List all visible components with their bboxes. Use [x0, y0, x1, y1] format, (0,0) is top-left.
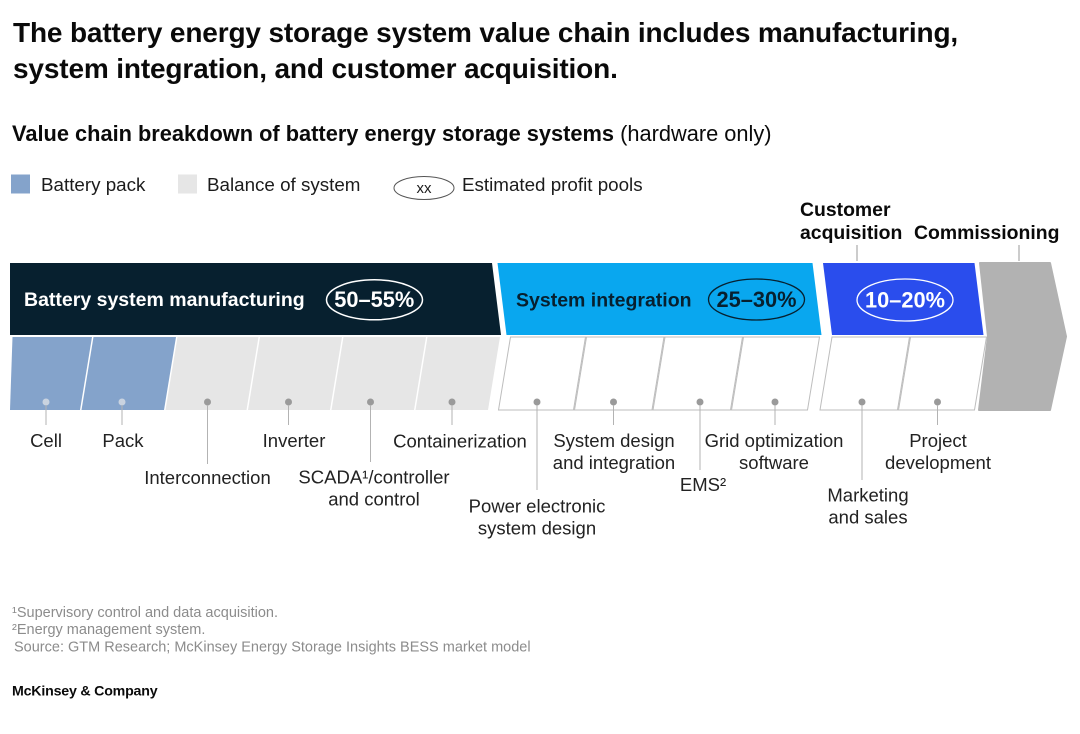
svg-text:²Energy management system.: ²Energy management system.: [12, 622, 205, 638]
svg-text:McKinsey & Company: McKinsey & Company: [12, 684, 158, 700]
svg-text:xx: xx: [417, 180, 433, 197]
svg-text:Pack: Pack: [102, 430, 144, 451]
svg-text:Project: Project: [909, 430, 967, 451]
svg-text:System design: System design: [553, 430, 674, 451]
svg-text:and sales: and sales: [828, 507, 907, 528]
svg-text:software: software: [739, 452, 809, 473]
svg-text:Marketing: Marketing: [827, 485, 908, 506]
svg-text:25–30%: 25–30%: [717, 287, 797, 312]
svg-text:system integration, and custom: system integration, and customer acquisi…: [13, 53, 618, 84]
svg-text:Inverter: Inverter: [263, 430, 326, 451]
svg-text:¹Supervisory control and data: ¹Supervisory control and data acquisitio…: [12, 605, 278, 621]
svg-text:Battery pack: Battery pack: [41, 174, 146, 195]
svg-text:Grid optimization: Grid optimization: [705, 430, 844, 451]
svg-text:development: development: [885, 452, 991, 473]
svg-text:acquisition: acquisition: [800, 222, 902, 244]
svg-text:Estimated profit pools: Estimated profit pools: [462, 174, 643, 195]
svg-text:Power electronic: Power electronic: [469, 496, 606, 517]
svg-text:Value chain breakdown of batte: Value chain breakdown of battery energy …: [12, 121, 772, 146]
svg-text:Battery system manufacturing: Battery system manufacturing: [24, 289, 305, 311]
svg-text:50–55%: 50–55%: [334, 287, 414, 312]
svg-text:Interconnection: Interconnection: [144, 467, 271, 488]
svg-text:Source: GTM Research; McKinsey: Source: GTM Research; McKinsey Energy St…: [14, 640, 531, 656]
svg-text:system design: system design: [478, 518, 596, 539]
svg-text:Cell: Cell: [30, 430, 62, 451]
svg-text:and integration: and integration: [553, 452, 675, 473]
svg-text:Customer: Customer: [800, 199, 891, 221]
svg-text:Containerization: Containerization: [393, 431, 527, 452]
svg-text:EMS²: EMS²: [680, 474, 726, 495]
svg-text:The battery energy storage sys: The battery energy storage system value …: [13, 17, 958, 48]
svg-text:10–20%: 10–20%: [865, 288, 945, 313]
svg-text:Balance of system: Balance of system: [207, 174, 360, 195]
svg-text:SCADA¹/controller: SCADA¹/controller: [298, 467, 449, 488]
svg-text:System integration: System integration: [516, 290, 692, 312]
svg-text:Commissioning: Commissioning: [914, 222, 1059, 244]
svg-text:and control: and control: [328, 489, 420, 510]
